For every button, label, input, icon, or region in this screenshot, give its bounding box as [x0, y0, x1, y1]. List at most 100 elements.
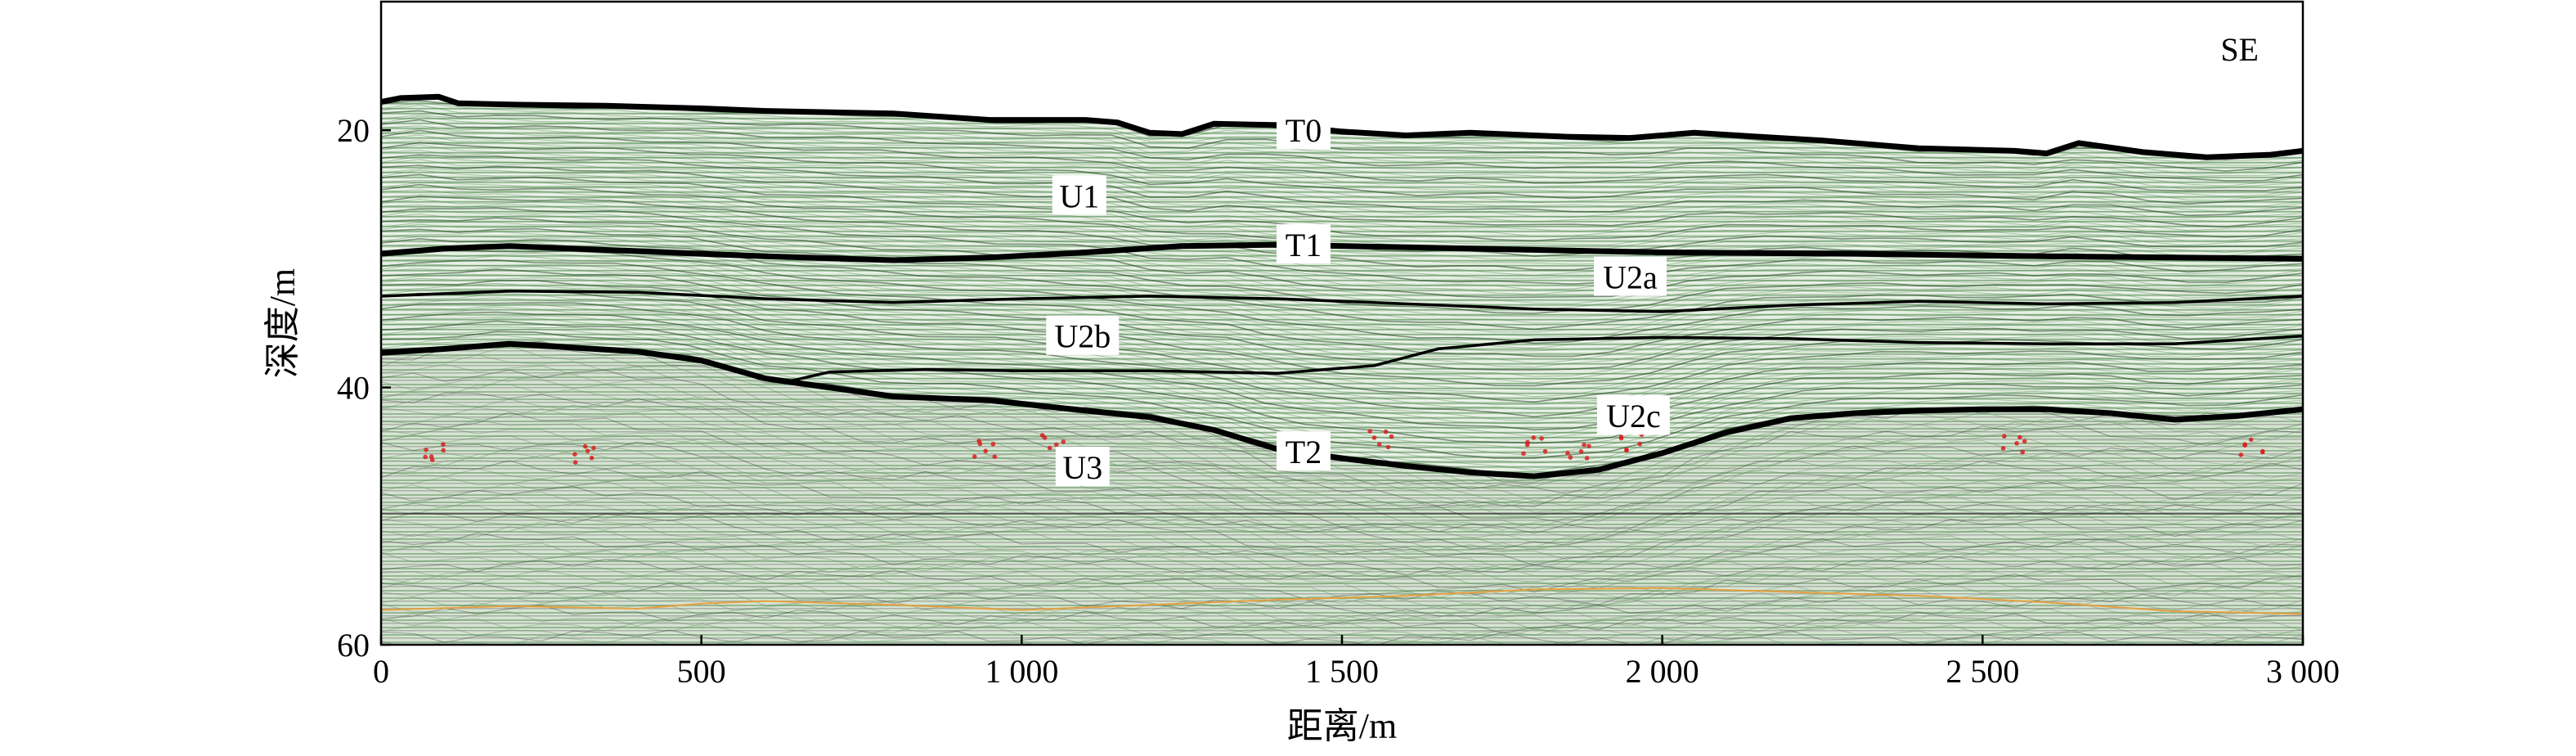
gas-anomaly-dot [1582, 442, 1586, 448]
chaotic-texture-line [381, 525, 2303, 588]
chaotic-texture-line [381, 426, 2303, 531]
reflection-texture-line [381, 214, 2303, 295]
chaotic-texture-line [381, 419, 2303, 529]
reflection-texture-line [381, 115, 2303, 175]
gas-anomaly-dot [1586, 443, 1591, 449]
reflection-texture-line [381, 311, 2303, 431]
gas-anomaly-dot [441, 448, 446, 453]
chaotic-texture-line [381, 506, 2303, 574]
gas-anomaly-dot [1376, 442, 1382, 447]
chaotic-texture-line [381, 392, 2303, 507]
gas-anomaly-dot [441, 442, 446, 447]
seismic-texture [381, 100, 2303, 645]
gas-anomaly-dot [423, 454, 428, 460]
reflection-texture-line [381, 101, 2303, 163]
chaotic-texture-line [381, 497, 2303, 572]
chaotic-texture-line [381, 517, 2303, 578]
reflection-texture-line [381, 252, 2303, 349]
reflection-texture-line [381, 115, 2303, 178]
gas-anomaly-dot [1053, 442, 1059, 448]
chaotic-texture-line [381, 450, 2303, 543]
x-axis-title: 距离/m [1287, 706, 1397, 746]
chaotic-texture-line [381, 468, 2303, 551]
reflection-texture-line [381, 335, 2303, 464]
label-background [1277, 110, 1331, 150]
gas-anomaly-dot [2002, 434, 2007, 439]
chaotic-texture-line [381, 404, 2303, 513]
chaotic-texture-line [381, 434, 2303, 532]
gas-anomaly-dot [1385, 444, 1391, 450]
label-background [1277, 224, 1331, 264]
chaotic-texture-line [381, 445, 2303, 538]
horizon-lines [381, 93, 2303, 479]
gas-anomaly-dot [1578, 449, 1584, 454]
reflection-texture-line [381, 340, 2303, 471]
chaotic-texture-line [381, 564, 2303, 610]
gas-anomaly-dot [591, 445, 596, 451]
reflection-texture-line [381, 207, 2303, 286]
reflection-texture-line [381, 326, 2303, 451]
label-background [1596, 395, 1670, 435]
reflection-texture-line [381, 217, 2303, 299]
y-axis-title: 深度/m [263, 268, 303, 378]
chaotic-texture-line [381, 398, 2303, 508]
gas-anomaly-dot [585, 448, 590, 453]
reflection-texture-line [381, 209, 2303, 290]
label-u1: U1 [1059, 178, 1099, 214]
chaotic-texture-line [381, 384, 2303, 506]
chaotic-texture-line [381, 486, 2303, 566]
reflection-texture-line [381, 155, 2303, 219]
gas-anomaly-dot [1524, 442, 1530, 448]
gas-anomaly-dot [1383, 429, 1389, 434]
reflection-texture-line [381, 317, 2303, 440]
chaotic-texture-line [381, 412, 2303, 524]
gas-anomaly-dot [983, 448, 988, 454]
reflection-texture-line [381, 227, 2303, 314]
gas-anomaly-dot [1618, 434, 1624, 439]
gas-anomaly-dot [1568, 455, 1573, 460]
y-axis: 20 40 60 [337, 112, 391, 664]
label-u3: U3 [1062, 449, 1102, 486]
reflection-texture-line [381, 144, 2303, 207]
x-tick-label: 1 000 [985, 653, 1058, 690]
horizon-u2b-u2c-boundary [784, 334, 2303, 385]
gas-anomaly-dot [990, 442, 996, 447]
reflection-texture-line [381, 331, 2303, 459]
reflection-texture-line [381, 320, 2303, 444]
chaotic-texture-line [381, 374, 2303, 502]
reflection-texture-line [381, 288, 2303, 398]
gas-anomaly-dot [582, 443, 588, 449]
reflection-texture-line [381, 328, 2303, 457]
reflection-texture-line [381, 134, 2303, 197]
chaotic-texture-line [381, 455, 2303, 548]
gas-anomaly-dot [1565, 451, 1570, 456]
chaotic-texture-line [381, 369, 2303, 494]
chaotic-texture-line [381, 545, 2303, 597]
reflection-texture-line [381, 306, 2303, 425]
chaotic-texture-line [381, 618, 2303, 641]
chaotic-texture-line [381, 598, 2303, 630]
gas-anomalies [423, 429, 2265, 465]
label-t0: T0 [1286, 112, 1322, 149]
x-tick-label: 0 [373, 653, 389, 690]
reflection-texture-line [381, 104, 2303, 166]
reflection-texture-line [381, 315, 2303, 437]
label-t2: T2 [1286, 434, 1322, 470]
gas-anomaly-dot [589, 455, 595, 461]
gas-anomaly-dot [992, 454, 998, 459]
reflection-texture-line [381, 263, 2303, 364]
seismic-lower-section [381, 344, 2303, 645]
chaotic-texture-line [381, 569, 2303, 613]
chaotic-texture-line [381, 592, 2303, 625]
x-tick-label: 3 000 [2266, 653, 2340, 690]
gas-anomaly-dot [572, 460, 578, 465]
reflection-texture-line [381, 236, 2303, 324]
y-tick-label: 40 [337, 370, 370, 407]
chaotic-texture-line [381, 480, 2303, 560]
chaotic-texture-line [381, 538, 2303, 595]
chaotic-texture-line [381, 611, 2303, 637]
reflection-texture-line [381, 223, 2303, 311]
chaotic-texture-line [381, 377, 2303, 504]
reflection-texture-line [381, 150, 2303, 213]
gas-anomaly-dot [1389, 434, 1394, 439]
